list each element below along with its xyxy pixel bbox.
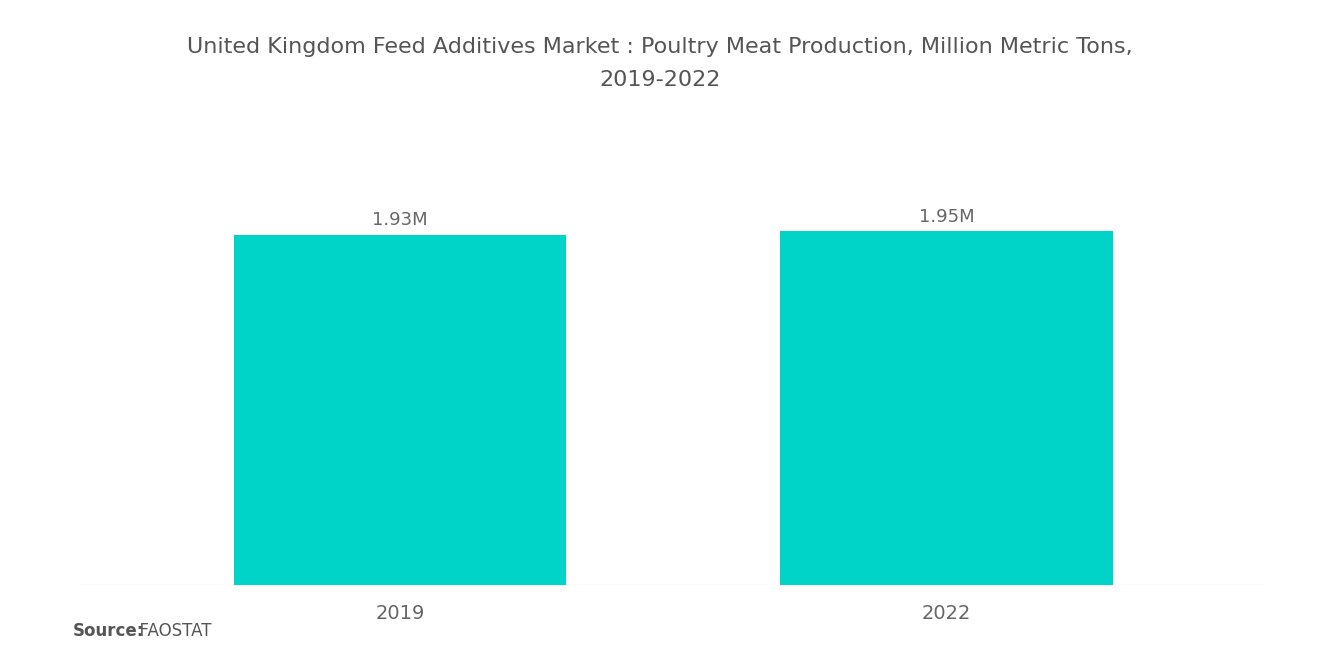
Text: 2019-2022: 2019-2022	[599, 70, 721, 90]
Text: Source:: Source:	[73, 622, 144, 640]
Text: FAOSTAT: FAOSTAT	[129, 622, 211, 640]
Text: 1.93M: 1.93M	[372, 211, 428, 229]
Bar	[234, 235, 566, 585]
Text: United Kingdom Feed Additives Market : Poultry Meat Production, Million Metric T: United Kingdom Feed Additives Market : P…	[187, 37, 1133, 57]
Text: 1.95M: 1.95M	[919, 207, 974, 225]
Bar	[780, 231, 1113, 585]
